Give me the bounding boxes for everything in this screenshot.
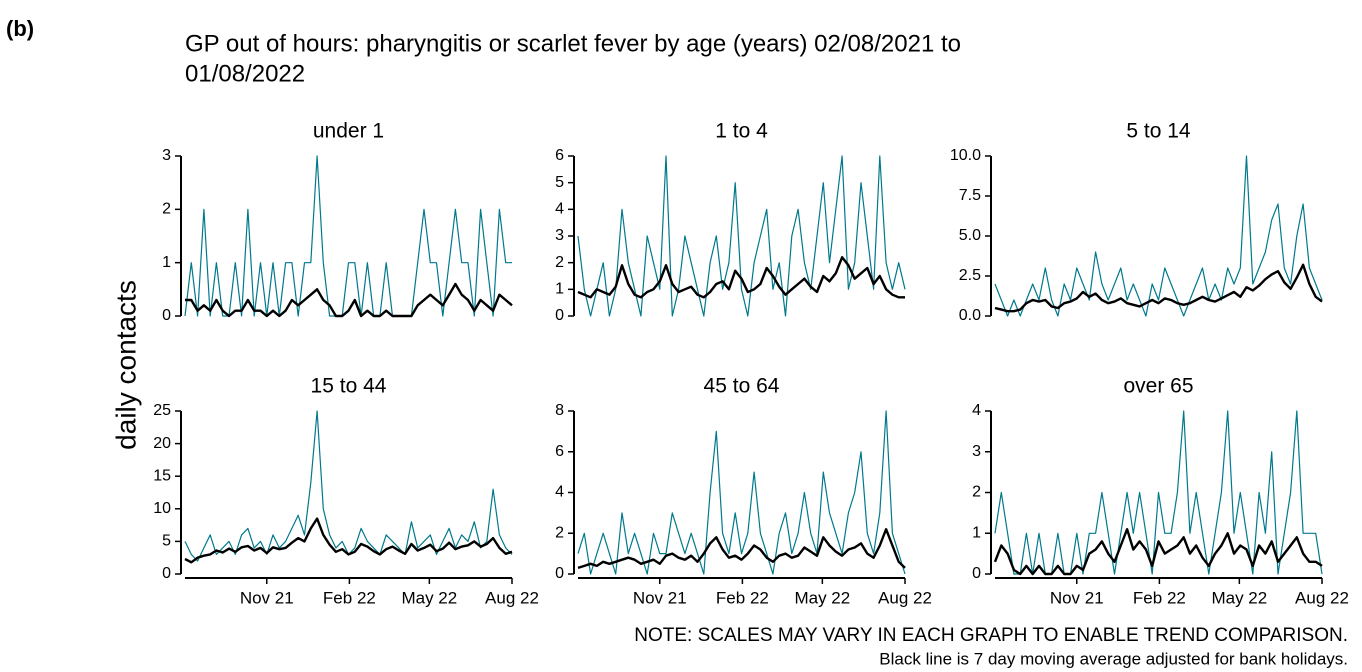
y-tick-label: 0 — [555, 307, 564, 324]
daily-line — [184, 410, 513, 562]
y-tick-label: 2 — [555, 524, 564, 541]
chart-title: 01/08/2022 — [185, 60, 305, 87]
x-tick-label: Nov 21 — [633, 588, 687, 607]
daily-line — [994, 155, 1323, 317]
daily-line — [994, 410, 1323, 575]
x-tick-label: Feb 22 — [323, 588, 376, 607]
y-tick-label: 0 — [162, 307, 171, 324]
x-tick-label: May 22 — [794, 588, 850, 607]
panel-title: 45 to 64 — [704, 375, 780, 398]
moving-average-line — [577, 256, 905, 299]
y-tick-label: 20 — [153, 435, 171, 452]
panel-label: (b) — [6, 16, 34, 41]
y-tick-label: 3 — [162, 147, 171, 164]
y-tick-label: 7.5 — [959, 187, 981, 204]
y-tick-label: 4 — [555, 484, 564, 501]
moving-average-line — [994, 263, 1323, 313]
panel-title: over 65 — [1123, 375, 1193, 398]
x-tick-label: May 22 — [401, 588, 457, 607]
y-tick-label: 2 — [555, 254, 564, 271]
panel-title: 5 to 14 — [1126, 120, 1191, 143]
daily-line — [577, 155, 906, 317]
y-tick-label: 6 — [555, 443, 564, 460]
note: NOTE: SCALES MAY VARY IN EACH GRAPH TO E… — [634, 625, 1348, 646]
y-tick-label: 4 — [555, 201, 564, 218]
y-tick-label: 1 — [555, 281, 564, 298]
moving-average-line — [577, 528, 906, 570]
y-tick-label: 5 — [555, 174, 564, 191]
x-tick-label: May 22 — [1211, 588, 1267, 607]
y-tick-label: 10.0 — [950, 147, 981, 164]
y-tick-label: 6 — [555, 147, 564, 164]
moving-average-line — [184, 517, 513, 564]
chart-title: GP out of hours: pharyngitis or scarlet … — [185, 30, 961, 57]
moving-average-line — [993, 528, 1323, 576]
y-tick-label: 5.0 — [959, 227, 981, 244]
x-tick-label: Aug 22 — [485, 588, 539, 607]
y-tick-label: 1 — [972, 524, 981, 541]
moving-average-line — [185, 282, 513, 318]
y-tick-label: 4 — [972, 402, 981, 419]
y-tick-label: 15 — [153, 467, 171, 484]
daily-line — [577, 410, 906, 575]
y-tick-label: 2 — [972, 484, 981, 501]
footnote: Black line is 7 day moving average adjus… — [879, 649, 1348, 668]
panel-title: under 1 — [313, 120, 384, 143]
y-tick-label: 0 — [555, 565, 564, 582]
y-tick-label: 2 — [162, 201, 171, 218]
x-tick-label: Nov 21 — [240, 588, 294, 607]
y-tick-label: 0 — [162, 565, 171, 582]
y-tick-label: 3 — [972, 443, 981, 460]
x-tick-label: Aug 22 — [878, 588, 932, 607]
x-tick-label: Aug 22 — [1295, 588, 1349, 607]
y-axis-label: daily contacts — [110, 280, 141, 450]
panel-title: 1 to 4 — [715, 120, 768, 143]
y-tick-label: 0.0 — [959, 307, 981, 324]
panel-title: 15 to 44 — [311, 375, 387, 398]
x-tick-label: Nov 21 — [1050, 588, 1104, 607]
y-tick-label: 0 — [972, 565, 981, 582]
y-tick-label: 8 — [555, 402, 564, 419]
x-tick-label: Feb 22 — [1133, 588, 1186, 607]
y-tick-label: 10 — [153, 500, 171, 517]
y-tick-label: 25 — [153, 402, 171, 419]
y-tick-label: 3 — [555, 227, 564, 244]
x-tick-label: Feb 22 — [716, 588, 769, 607]
y-tick-label: 2.5 — [959, 267, 981, 284]
y-tick-label: 1 — [162, 254, 171, 271]
daily-line — [184, 155, 512, 317]
y-tick-label: 5 — [162, 533, 171, 550]
